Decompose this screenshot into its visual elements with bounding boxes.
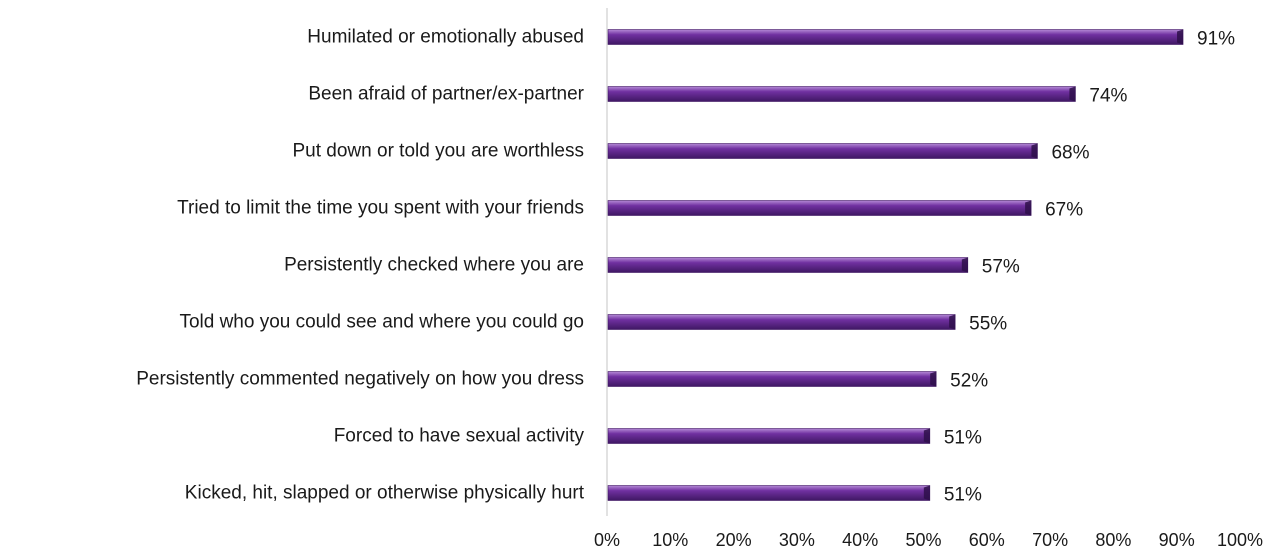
category-label: Been afraid of partner/ex-partner: [308, 84, 584, 105]
x-tick-label: 70%: [1032, 530, 1068, 550]
category-label: Kicked, hit, slapped or otherwise physic…: [185, 483, 585, 504]
x-tick-label: 10%: [652, 530, 688, 550]
value-label: 91%: [1197, 29, 1235, 50]
bar: [607, 257, 969, 273]
value-label: 67%: [1045, 200, 1083, 221]
bar-end-cap: [930, 371, 937, 387]
value-label: 51%: [944, 485, 982, 506]
value-label: 68%: [1051, 143, 1089, 164]
bar-end-cap: [1031, 143, 1038, 159]
bar-end-cap: [1025, 200, 1032, 216]
bar-end-cap: [1069, 86, 1076, 102]
category-label: Put down or told you are worthless: [293, 141, 585, 162]
category-labels: Humilated or emotionally abused Been afra…: [136, 27, 584, 504]
category-label: Humilated or emotionally abused: [307, 27, 584, 48]
x-tick-label: 40%: [842, 530, 878, 550]
bar-end-cap: [961, 257, 968, 273]
value-label: 57%: [982, 257, 1020, 278]
bars-layer: [607, 29, 1184, 501]
bar: [607, 371, 937, 387]
bar-end-cap: [923, 428, 930, 444]
value-label: 52%: [950, 371, 988, 392]
category-label: Told who you could see and where you cou…: [179, 312, 584, 333]
x-tick-label: 30%: [779, 530, 815, 550]
x-tick-label: 0%: [594, 530, 620, 550]
bar: [607, 485, 931, 501]
bar: [607, 29, 1184, 45]
bar: [607, 143, 1038, 159]
category-label: Tried to limit the time you spent with y…: [177, 198, 584, 219]
x-tick-label: 80%: [1095, 530, 1131, 550]
x-tick-label: 60%: [969, 530, 1005, 550]
x-axis-tick-labels: 0% 10% 20% 30% 40% 50% 60% 70% 80% 90% 100%: [594, 530, 1263, 550]
bar-end-cap: [949, 314, 956, 330]
bar-end-cap: [923, 485, 930, 501]
value-label: 55%: [969, 314, 1007, 335]
x-tick-label: 50%: [905, 530, 941, 550]
x-tick-label: 20%: [716, 530, 752, 550]
bar: [607, 314, 956, 330]
value-labels: 91% 74% 68% 67% 57% 55% 52% 51% 51%: [944, 29, 1235, 506]
bar-end-cap: [1177, 29, 1184, 45]
x-tick-label: 100%: [1217, 530, 1263, 550]
value-label: 74%: [1089, 86, 1127, 107]
bar: [607, 428, 931, 444]
value-label: 51%: [944, 428, 982, 449]
category-label: Persistently commented negatively on how…: [136, 369, 584, 390]
category-label: Persistently checked where you are: [284, 255, 584, 276]
bar: [607, 86, 1076, 102]
x-tick-label: 90%: [1159, 530, 1195, 550]
bar: [607, 200, 1032, 216]
category-label: Forced to have sexual activity: [334, 426, 585, 447]
